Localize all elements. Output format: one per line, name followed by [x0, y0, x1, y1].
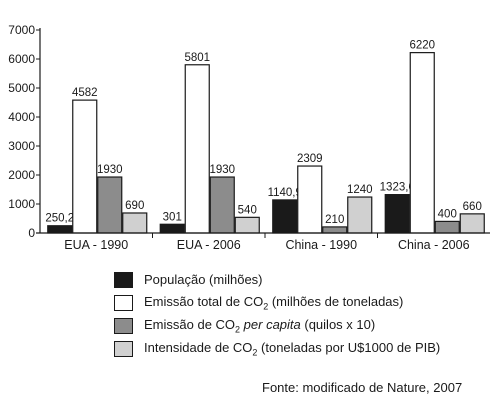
- y-tick-label: 0: [28, 226, 35, 240]
- legend-label-total-emission: Emissão total de CO2 (milhões de tonelad…: [144, 293, 404, 312]
- bar: [347, 196, 373, 234]
- bar: [272, 199, 298, 234]
- data-label: 660: [463, 201, 482, 213]
- legend: População (milhões) Emissão total de CO2…: [114, 268, 440, 360]
- legend-swatch-intensity: [114, 340, 133, 357]
- data-label: 250,2: [45, 213, 74, 225]
- y-tick-label: 5000: [8, 81, 35, 95]
- data-label: 4582: [72, 87, 98, 99]
- data-label: 1930: [209, 164, 235, 176]
- y-tick-label: 4000: [8, 110, 35, 124]
- legend-swatch-per-capita: [114, 317, 133, 334]
- legend-swatch-total-emission: [114, 294, 133, 311]
- x-category-label: China - 2006: [398, 238, 470, 252]
- data-label: 1930: [97, 164, 123, 176]
- bar: [434, 220, 460, 234]
- y-tick-label: 2000: [8, 168, 35, 182]
- data-label: 5801: [184, 52, 210, 64]
- data-label: 301: [163, 211, 182, 223]
- bar: [97, 176, 123, 234]
- bar: [409, 52, 435, 234]
- data-label: 2309: [297, 153, 323, 165]
- data-label: 6220: [409, 40, 435, 52]
- legend-swatch-population: [114, 271, 133, 288]
- data-label: 690: [125, 200, 144, 212]
- data-label: 1323,6: [380, 182, 415, 194]
- legend-item-population: População (milhões): [114, 268, 440, 291]
- data-label: 540: [238, 204, 257, 216]
- bar: [122, 212, 148, 234]
- data-label: 1140,9: [268, 187, 302, 199]
- legend-label-population: População (milhões): [144, 272, 263, 287]
- bar: [184, 64, 210, 234]
- bar: [209, 176, 235, 234]
- x-category-label: China - 1990: [285, 238, 357, 252]
- bar: [297, 165, 323, 234]
- bar: [234, 216, 260, 234]
- bar-chart: 0 1000 2000 3000 4000 5000 6000 7000 250,2 4582 19…: [8, 23, 490, 252]
- y-tick-label: 6000: [8, 52, 35, 66]
- data-label: 400: [438, 208, 457, 220]
- legend-item-total-emission: Emissão total de CO2 (milhões de tonelad…: [114, 291, 440, 314]
- source-note: Fonte: modificado de Nature, 2007: [262, 380, 463, 395]
- legend-label-intensity: Intensidade de CO2 (toneladas por U$1000…: [144, 339, 441, 358]
- y-tick-label: 7000: [8, 23, 35, 37]
- x-category-label: EUA - 1990: [64, 238, 128, 252]
- legend-label-per-capita: Emissão de CO2 per capita (quilos x 10): [144, 316, 376, 335]
- legend-item-intensity: Intensidade de CO2 (toneladas por U$1000…: [114, 337, 440, 360]
- bar: [47, 225, 73, 234]
- x-category-label: EUA - 2006: [177, 238, 241, 252]
- bar: [384, 194, 410, 234]
- bar: [322, 226, 348, 234]
- y-tick-label: 3000: [8, 139, 35, 153]
- legend-item-per-capita: Emissão de CO2 per capita (quilos x 10): [114, 314, 440, 337]
- bar: [459, 213, 485, 234]
- bar: [72, 99, 98, 234]
- data-label: 210: [325, 214, 344, 226]
- data-label: 1240: [347, 184, 373, 196]
- bar: [159, 223, 185, 234]
- y-tick-label: 1000: [8, 197, 35, 211]
